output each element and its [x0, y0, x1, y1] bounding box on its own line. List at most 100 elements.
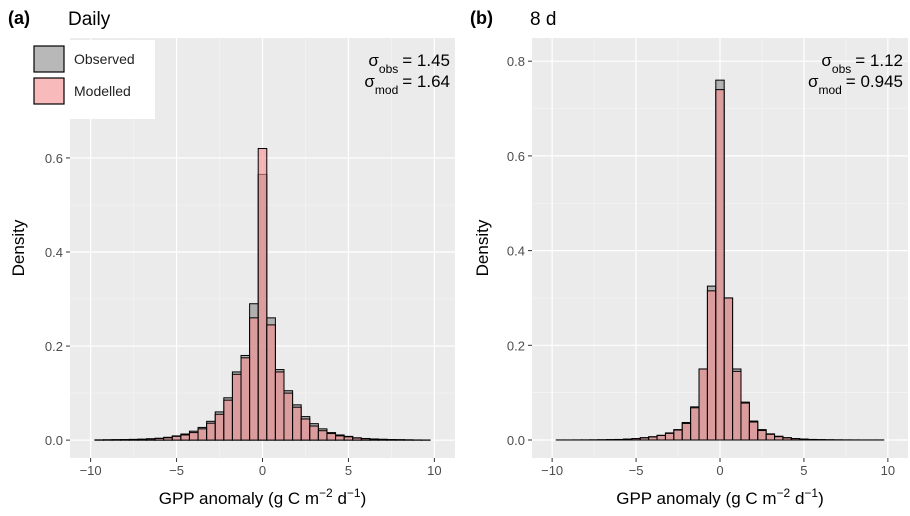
histogram-bar	[369, 438, 380, 441]
histogram-bar	[343, 436, 354, 441]
annotation-value: = 0.945	[846, 72, 903, 91]
histogram-bar	[622, 438, 633, 441]
x-tick-label: −10	[80, 463, 102, 478]
x-axis-title-part: )	[818, 489, 824, 508]
histogram-bar	[748, 421, 759, 441]
x-axis-title-part: d	[790, 489, 804, 508]
panel-label: (a)	[8, 8, 30, 28]
histogram-bar	[317, 430, 328, 441]
x-tick-label: 5	[345, 463, 352, 478]
histogram-bar	[137, 438, 147, 441]
legend-key	[33, 77, 65, 105]
x-tick-label: 0	[259, 463, 266, 478]
annotation-value: = 1.64	[402, 72, 450, 91]
histogram-bar	[309, 425, 319, 441]
annotation-symbol: σ	[808, 72, 819, 91]
x-axis-title-superscript: −2	[319, 486, 333, 500]
histogram-bar	[639, 437, 650, 441]
annotation: σobs = 1.12	[821, 51, 903, 76]
x-axis-title: GPP anomaly (g C m−2 d−1)	[616, 486, 824, 508]
y-tick-label: 0.6	[507, 149, 525, 164]
histogram-bar	[360, 438, 371, 441]
histogram-bar	[648, 436, 658, 441]
y-tick-label: 0.2	[45, 339, 63, 354]
histogram-bar	[300, 418, 311, 441]
y-tick-label: 0.8	[507, 54, 525, 69]
x-tick-label: −5	[629, 463, 644, 478]
histogram-bar	[326, 433, 337, 441]
legend-key	[33, 45, 65, 73]
annotation-subscript: mod	[818, 83, 841, 97]
histogram-bar	[283, 392, 294, 441]
x-tick-label: −5	[169, 463, 184, 478]
x-axis-title-part: d	[333, 489, 347, 508]
histogram-bar	[197, 428, 208, 441]
histogram-bar	[732, 370, 742, 441]
panel-title: Daily	[68, 9, 111, 30]
annotation-value: = 1.12	[855, 51, 903, 70]
x-axis-title: GPP anomaly (g C m−2 d−1)	[159, 486, 367, 508]
histogram-bar	[698, 368, 708, 441]
histogram-bar	[681, 422, 692, 441]
histogram-bar	[799, 438, 809, 441]
histogram-bar	[231, 373, 242, 441]
histogram-bar	[249, 317, 259, 441]
panel-title: 8 d	[530, 9, 556, 30]
x-axis-title-superscript: −1	[804, 486, 818, 500]
panel: −10 −5 0 5 10 0.0 0.2 0.4 0.6 0.8 (b) 8 d Density GPP…	[470, 8, 908, 508]
histogram-bar	[171, 435, 182, 441]
y-axis-title: Density	[9, 219, 28, 276]
histogram-bar	[378, 438, 388, 441]
histogram-bar	[706, 290, 717, 441]
histogram-bar	[214, 413, 225, 441]
histogram-bar	[664, 432, 675, 441]
annotation-subscript: obs	[379, 62, 398, 76]
y-tick-label: 0.0	[45, 433, 63, 448]
x-axis-title-superscript: −2	[777, 486, 791, 500]
y-tick-label: 0.4	[507, 244, 525, 259]
y-axis-title: Density	[473, 219, 492, 276]
histogram-bar	[774, 436, 784, 441]
y-tick-label: 0.0	[507, 433, 525, 448]
annotation-value: = 1.45	[402, 51, 450, 70]
histogram-bar	[266, 324, 276, 441]
x-axis-title-part: )	[361, 489, 367, 508]
histogram-bar	[154, 437, 165, 441]
x-tick-label: −10	[541, 463, 563, 478]
annotation-symbol: σ	[821, 51, 832, 70]
x-axis-title-part: GPP anomaly (g C m	[159, 489, 319, 508]
histogram-bar	[145, 438, 156, 441]
histogram-bar	[740, 402, 750, 441]
x-axis-title-superscript: −1	[347, 486, 361, 500]
histogram-bar	[715, 89, 725, 441]
histogram-bar	[723, 297, 734, 441]
annotation: σmod = 0.945	[808, 72, 903, 97]
histogram-bar	[223, 399, 233, 441]
y-tick-label: 0.2	[507, 338, 525, 353]
histogram-bar	[631, 438, 641, 441]
histogram-bar	[335, 435, 345, 441]
legend: Observed Modelled	[28, 40, 155, 119]
x-tick-label: 5	[800, 463, 807, 478]
histogram-bar	[180, 434, 190, 441]
annotation: σobs = 1.45	[368, 51, 450, 76]
histogram-bar	[240, 357, 251, 441]
histogram-bar	[274, 371, 285, 441]
x-axis-title-part: GPP anomaly (g C m	[616, 489, 776, 508]
histogram-bar	[673, 429, 683, 441]
annotation-symbol: σ	[364, 72, 375, 91]
histogram-bar	[352, 437, 362, 441]
histogram-bar	[765, 433, 776, 441]
histogram-bar	[782, 437, 792, 441]
histogram-bar	[790, 438, 801, 441]
annotation-subscript: obs	[832, 62, 851, 76]
x-tick-label: 10	[881, 463, 895, 478]
x-tick-label: 10	[427, 463, 441, 478]
y-tick-label: 0.4	[45, 245, 63, 260]
panel-label: (b)	[470, 8, 493, 28]
histogram-bar	[206, 422, 216, 441]
y-tick-label: 0.6	[45, 151, 63, 166]
histogram-bar	[807, 438, 818, 441]
histogram-bar	[292, 406, 302, 441]
